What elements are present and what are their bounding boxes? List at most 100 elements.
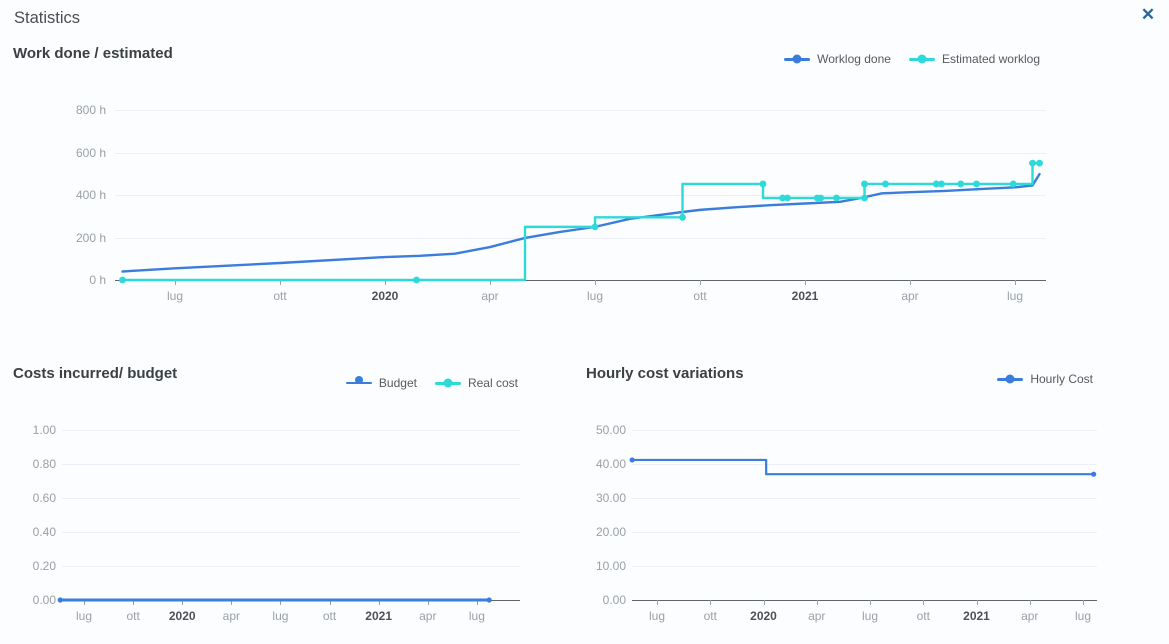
series-marker-estimated-worklog [779,194,786,202]
x-tick-label: apr [222,609,240,623]
y-tick-label: 0.60 [32,491,56,505]
series-line-hourly-cost [631,458,1095,476]
x-axis-line [632,600,1097,601]
series-marker-estimated-worklog [932,180,940,188]
legend-item-real-cost[interactable]: Real cost [434,376,518,390]
legend-item-hourly-cost[interactable]: Hourly Cost [997,372,1093,386]
y-tick-label: 400 h [75,188,106,202]
x-tick-label: ott [126,609,140,623]
series-marker-estimated-worklog [957,180,965,188]
x-tick-label: 2021 [963,609,990,623]
x-tick-label: apr [419,609,437,623]
x-tick-mark [490,280,491,285]
series-marker-estimated-worklog [119,276,126,284]
y-tick-label: 800 h [75,103,106,117]
x-tick-mark [816,600,818,605]
series-marker-estimated-worklog [861,194,868,202]
x-tick-mark [231,600,233,605]
x-tick-mark [329,600,331,605]
x-tick-label: 2021 [791,289,819,303]
y-tick-label: 600 h [75,145,106,160]
gridline [632,464,1097,465]
legend-label: Real cost [467,376,518,390]
x-tick-label: apr [1021,609,1039,623]
gridline [632,430,1097,431]
x-tick-label: lug [648,609,665,623]
x-tick-mark [84,600,85,605]
x-tick-label: lug [1006,289,1023,303]
series-line-estimated-worklog [121,161,1041,282]
legend-line-marker-icon [997,374,1024,384]
gridline [115,237,1046,239]
legend-dot-icon [792,54,802,64]
x-tick-label: ott [703,609,717,623]
legend-dot-icon [443,378,453,388]
y-tick-label: 0.00 [602,593,626,607]
x-tick-mark [280,280,281,285]
x-tick-mark [133,600,135,605]
y-tick-label: 0.80 [32,457,56,471]
y-tick-label: 0.00 [32,593,56,607]
x-tick-mark [976,600,978,605]
legend-dot-icon [1005,374,1015,384]
chart-title: Costs incurred/ budget [13,365,178,382]
series-marker-estimated-worklog [882,180,889,188]
legend-item-estimated-worklog[interactable]: Estimated worklog [908,52,1040,66]
chart-title: Work done / estimated [13,45,173,62]
x-tick-label: lug [1074,609,1091,623]
x-tick-mark [595,280,596,285]
x-tick-mark [805,280,806,285]
chart-legend: Budget Real cost [345,376,518,390]
legend-label: Hourly Cost [1030,372,1093,386]
legend-item-worklog-done[interactable]: Worklog done [784,52,891,66]
legend-line-marker-icon [908,54,935,64]
legend-label: Budget [378,376,417,390]
legend-item-budget[interactable]: Budget [345,376,417,390]
gridline [632,532,1097,533]
close-icon[interactable]: ✕ [1135,2,1161,28]
x-tick-label: lug [861,609,878,623]
x-tick-label: lug [272,609,289,623]
y-tick-label: 20.00 [595,525,626,539]
x-tick-mark [1015,280,1016,285]
x-tick-label: 2020 [371,289,399,303]
chart-canvas[interactable] [622,408,1107,610]
x-tick-mark [923,600,925,605]
gridline [115,152,1046,154]
x-tick-label: 2020 [750,609,777,623]
gridline [115,195,1046,196]
x-tick-label: apr [901,289,919,303]
series-marker-budget [486,597,492,603]
gridline [62,430,520,431]
legend-label: Worklog done [817,52,891,66]
chart-canvas[interactable] [105,88,1056,290]
x-tick-label: lug [166,289,183,303]
y-tick-label: 200 h [75,230,106,245]
x-tick-mark [378,600,380,605]
x-tick-label: ott [693,289,707,303]
y-tick-label: 10.00 [595,559,626,573]
gridline [632,566,1097,567]
x-tick-label: apr [481,289,499,303]
y-tick-label: 40.00 [595,457,626,471]
series-marker-estimated-worklog [938,180,945,188]
x-tick-mark [710,600,712,605]
chart-title: Hourly cost variations [586,365,744,382]
y-tick-label: 0 h [89,273,106,287]
x-tick-mark [763,600,765,605]
series-marker-estimated-worklog [1009,180,1017,188]
x-tick-mark [1083,600,1084,605]
x-tick-mark [870,600,871,605]
chart-canvas[interactable] [52,408,530,610]
series-marker-hourly-cost [629,457,635,463]
x-tick-mark [700,280,701,285]
y-tick-label: 1.00 [32,423,56,437]
x-tick-label: lug [586,289,603,303]
x-tick-label: 2021 [365,609,392,623]
legend-line-marker-icon [345,376,372,384]
x-tick-label: ott [322,609,337,623]
